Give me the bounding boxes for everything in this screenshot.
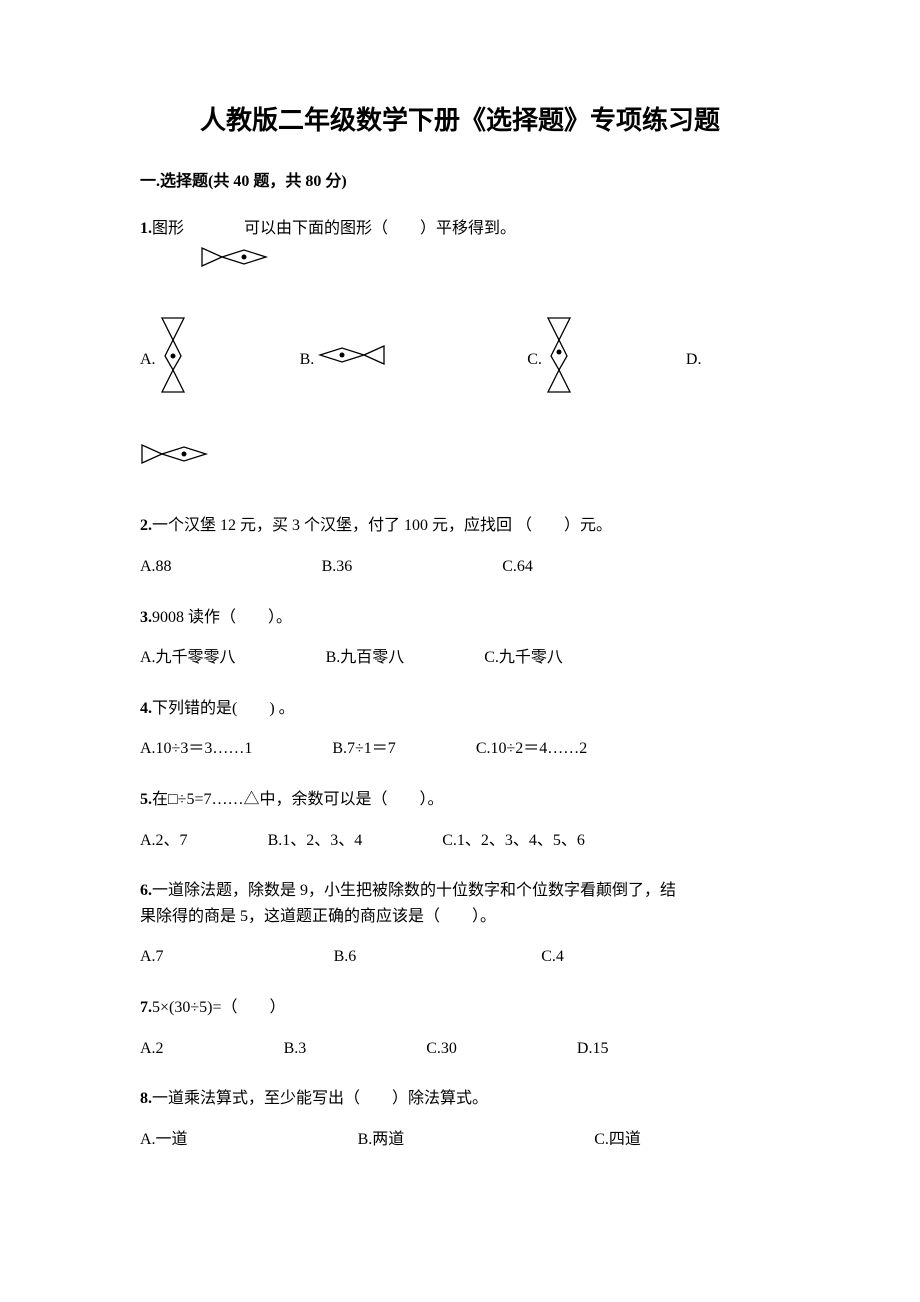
q1-stem-before: 图形	[152, 216, 184, 242]
q5-option-b: B.1、2、3、4	[268, 828, 363, 854]
q8-option-c: C.四道	[594, 1127, 641, 1153]
q1-opt-b-shape	[318, 344, 388, 375]
q7-option-d: D.15	[577, 1036, 609, 1062]
question-2: 2.一个汉堡 12 元，买 3 个汉堡，付了 100 元，应找回 （ ）元。 A…	[140, 513, 780, 579]
question-4: 4.下列错的是( ) 。 A.10÷3＝3……1 B.7÷1＝7 C.10÷2＝…	[140, 696, 780, 762]
q1-reference-shape	[200, 246, 780, 277]
q4-option-b: B.7÷1＝7	[332, 736, 395, 762]
section-header: 一.选择题(共 40 题，共 80 分)	[140, 167, 780, 191]
q8-option-b: B.两道	[358, 1127, 405, 1153]
q3-option-a: A.九千零零八	[140, 645, 236, 671]
question-6: 6.一道除法题，除数是 9，小生把被除数的十位数字和个位数字看颠倒了，结 果除得…	[140, 878, 780, 970]
question-5: 5.在□÷5=7……△中，余数可以是（ ）。 A.2、7 B.1、2、3、4 C…	[140, 787, 780, 853]
q2-option-a: A.88	[140, 554, 172, 580]
q8-option-a: A.一道	[140, 1127, 188, 1153]
q1-opt-c-label: C.	[527, 347, 542, 373]
q1-opt-a-label: A.	[140, 347, 156, 373]
q1-option-a: A.	[140, 316, 190, 403]
q1-option-d: D.	[686, 347, 702, 373]
q1-number: 1.	[140, 216, 152, 242]
q1-opt-b-label: B.	[300, 347, 315, 373]
q1-option-b: B.	[300, 344, 393, 375]
q4-option-a: A.10÷3＝3……1	[140, 736, 252, 762]
q3-option-b: B.九百零八	[326, 645, 405, 671]
q7-option-b: B.3	[284, 1036, 307, 1062]
q5-number: 5.	[140, 791, 152, 808]
q8-stem: 一道乘法算式，至少能写出（ ）除法算式。	[152, 1090, 488, 1107]
worksheet-title: 人教版二年级数学下册《选择题》专项练习题	[140, 100, 780, 137]
q5-option-c: C.1、2、3、4、5、6	[442, 828, 585, 854]
q7-stem: 5×(30÷5)=（ ）	[152, 999, 286, 1016]
q1-opt-a-shape	[160, 316, 186, 403]
q2-number: 2.	[140, 517, 152, 534]
q7-option-a: A.2	[140, 1036, 164, 1062]
q4-option-c: C.10÷2＝4……2	[476, 736, 587, 762]
question-7: 7.5×(30÷5)=（ ） A.2 B.3 C.30 D.15	[140, 995, 780, 1061]
q2-option-b: B.36	[322, 554, 353, 580]
q3-stem: 9008 读作（ ）。	[152, 609, 292, 626]
question-1: 1. 图形 可以由下面的图形（ ）平移得到。 A. B.	[140, 216, 780, 473]
q8-number: 8.	[140, 1090, 152, 1107]
q5-stem: 在□÷5=7……△中，余数可以是（ ）。	[152, 791, 443, 808]
q1-option-c: C.	[527, 316, 576, 403]
question-3: 3.9008 读作（ ）。 A.九千零零八 B.九百零八 C.九千零八	[140, 605, 780, 671]
question-8: 8.一道乘法算式，至少能写出（ ）除法算式。 A.一道 B.两道 C.四道	[140, 1086, 780, 1152]
q6-option-b: B.6	[334, 944, 357, 970]
q6-option-a: A.7	[140, 944, 164, 970]
q7-option-c: C.30	[426, 1036, 457, 1062]
q4-number: 4.	[140, 700, 152, 717]
q1-opt-d-label: D.	[686, 347, 702, 373]
q2-stem: 一个汉堡 12 元，买 3 个汉堡，付了 100 元，应找回 （ ）元。	[152, 517, 612, 534]
q1-stem-after: 可以由下面的图形（ ）平移得到。	[244, 216, 516, 242]
q4-stem: 下列错的是( ) 。	[152, 700, 295, 717]
q6-stem: 一道除法题，除数是 9，小生把被除数的十位数字和个位数字看颠倒了，结 果除得的商…	[140, 882, 676, 925]
q3-number: 3.	[140, 609, 152, 626]
q6-number: 6.	[140, 882, 152, 899]
q1-opt-d-shape	[140, 443, 780, 474]
q5-option-a: A.2、7	[140, 828, 188, 854]
q6-option-c: C.4	[541, 944, 564, 970]
q1-opt-c-shape	[546, 316, 572, 403]
q7-number: 7.	[140, 999, 152, 1016]
q3-option-c: C.九千零八	[484, 645, 563, 671]
q2-option-c: C.64	[502, 554, 533, 580]
